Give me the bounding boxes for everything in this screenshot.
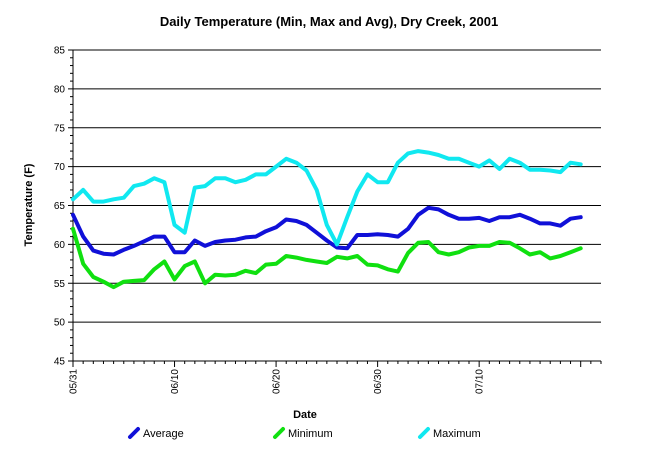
y-tick-label: 50 [54, 318, 66, 329]
legend: Average Minimum Maximum [128, 427, 481, 440]
legend-swatch-minimum [273, 427, 285, 439]
series-line-average [71, 205, 583, 257]
x-tick-label: 06/10 [170, 369, 181, 394]
chart-title: Daily Temperature (Min, Max and Avg), Dr… [160, 14, 498, 29]
x-tick-label: 06/30 [373, 369, 384, 394]
y-tick-label: 85 [54, 46, 66, 57]
y-axis-label: Temperature (F) [23, 163, 35, 246]
x-tick-label: 05/31 [69, 369, 80, 394]
legend-label-maximum: Maximum [433, 428, 481, 440]
legend-swatch-maximum [418, 427, 430, 439]
y-tick-label: 75 [54, 123, 66, 134]
x-tick-label: 06/20 [272, 369, 283, 394]
x-axis-ticks: 05/31 06/10 06/20 06/30 07/10 [69, 361, 602, 394]
legend-label-average: Average [143, 428, 184, 440]
series-line-maximum [71, 149, 583, 247]
y-tick-label: 70 [54, 162, 66, 173]
gridlines [73, 49, 601, 323]
x-tick-label: 07/10 [475, 369, 486, 394]
y-axis-ticks: 45 50 55 60 65 70 75 80 85 [54, 46, 73, 368]
y-tick-label: 45 [54, 357, 66, 368]
series-line-minimum [71, 226, 583, 290]
y-tick-label: 60 [54, 240, 66, 251]
x-axis-label: Date [293, 409, 317, 421]
legend-swatch-average [128, 427, 140, 439]
legend-label-minimum: Minimum [288, 428, 333, 440]
series-lines [71, 149, 583, 290]
y-tick-label: 65 [54, 201, 66, 212]
y-tick-label: 80 [54, 84, 66, 95]
y-tick-label: 55 [54, 279, 66, 290]
